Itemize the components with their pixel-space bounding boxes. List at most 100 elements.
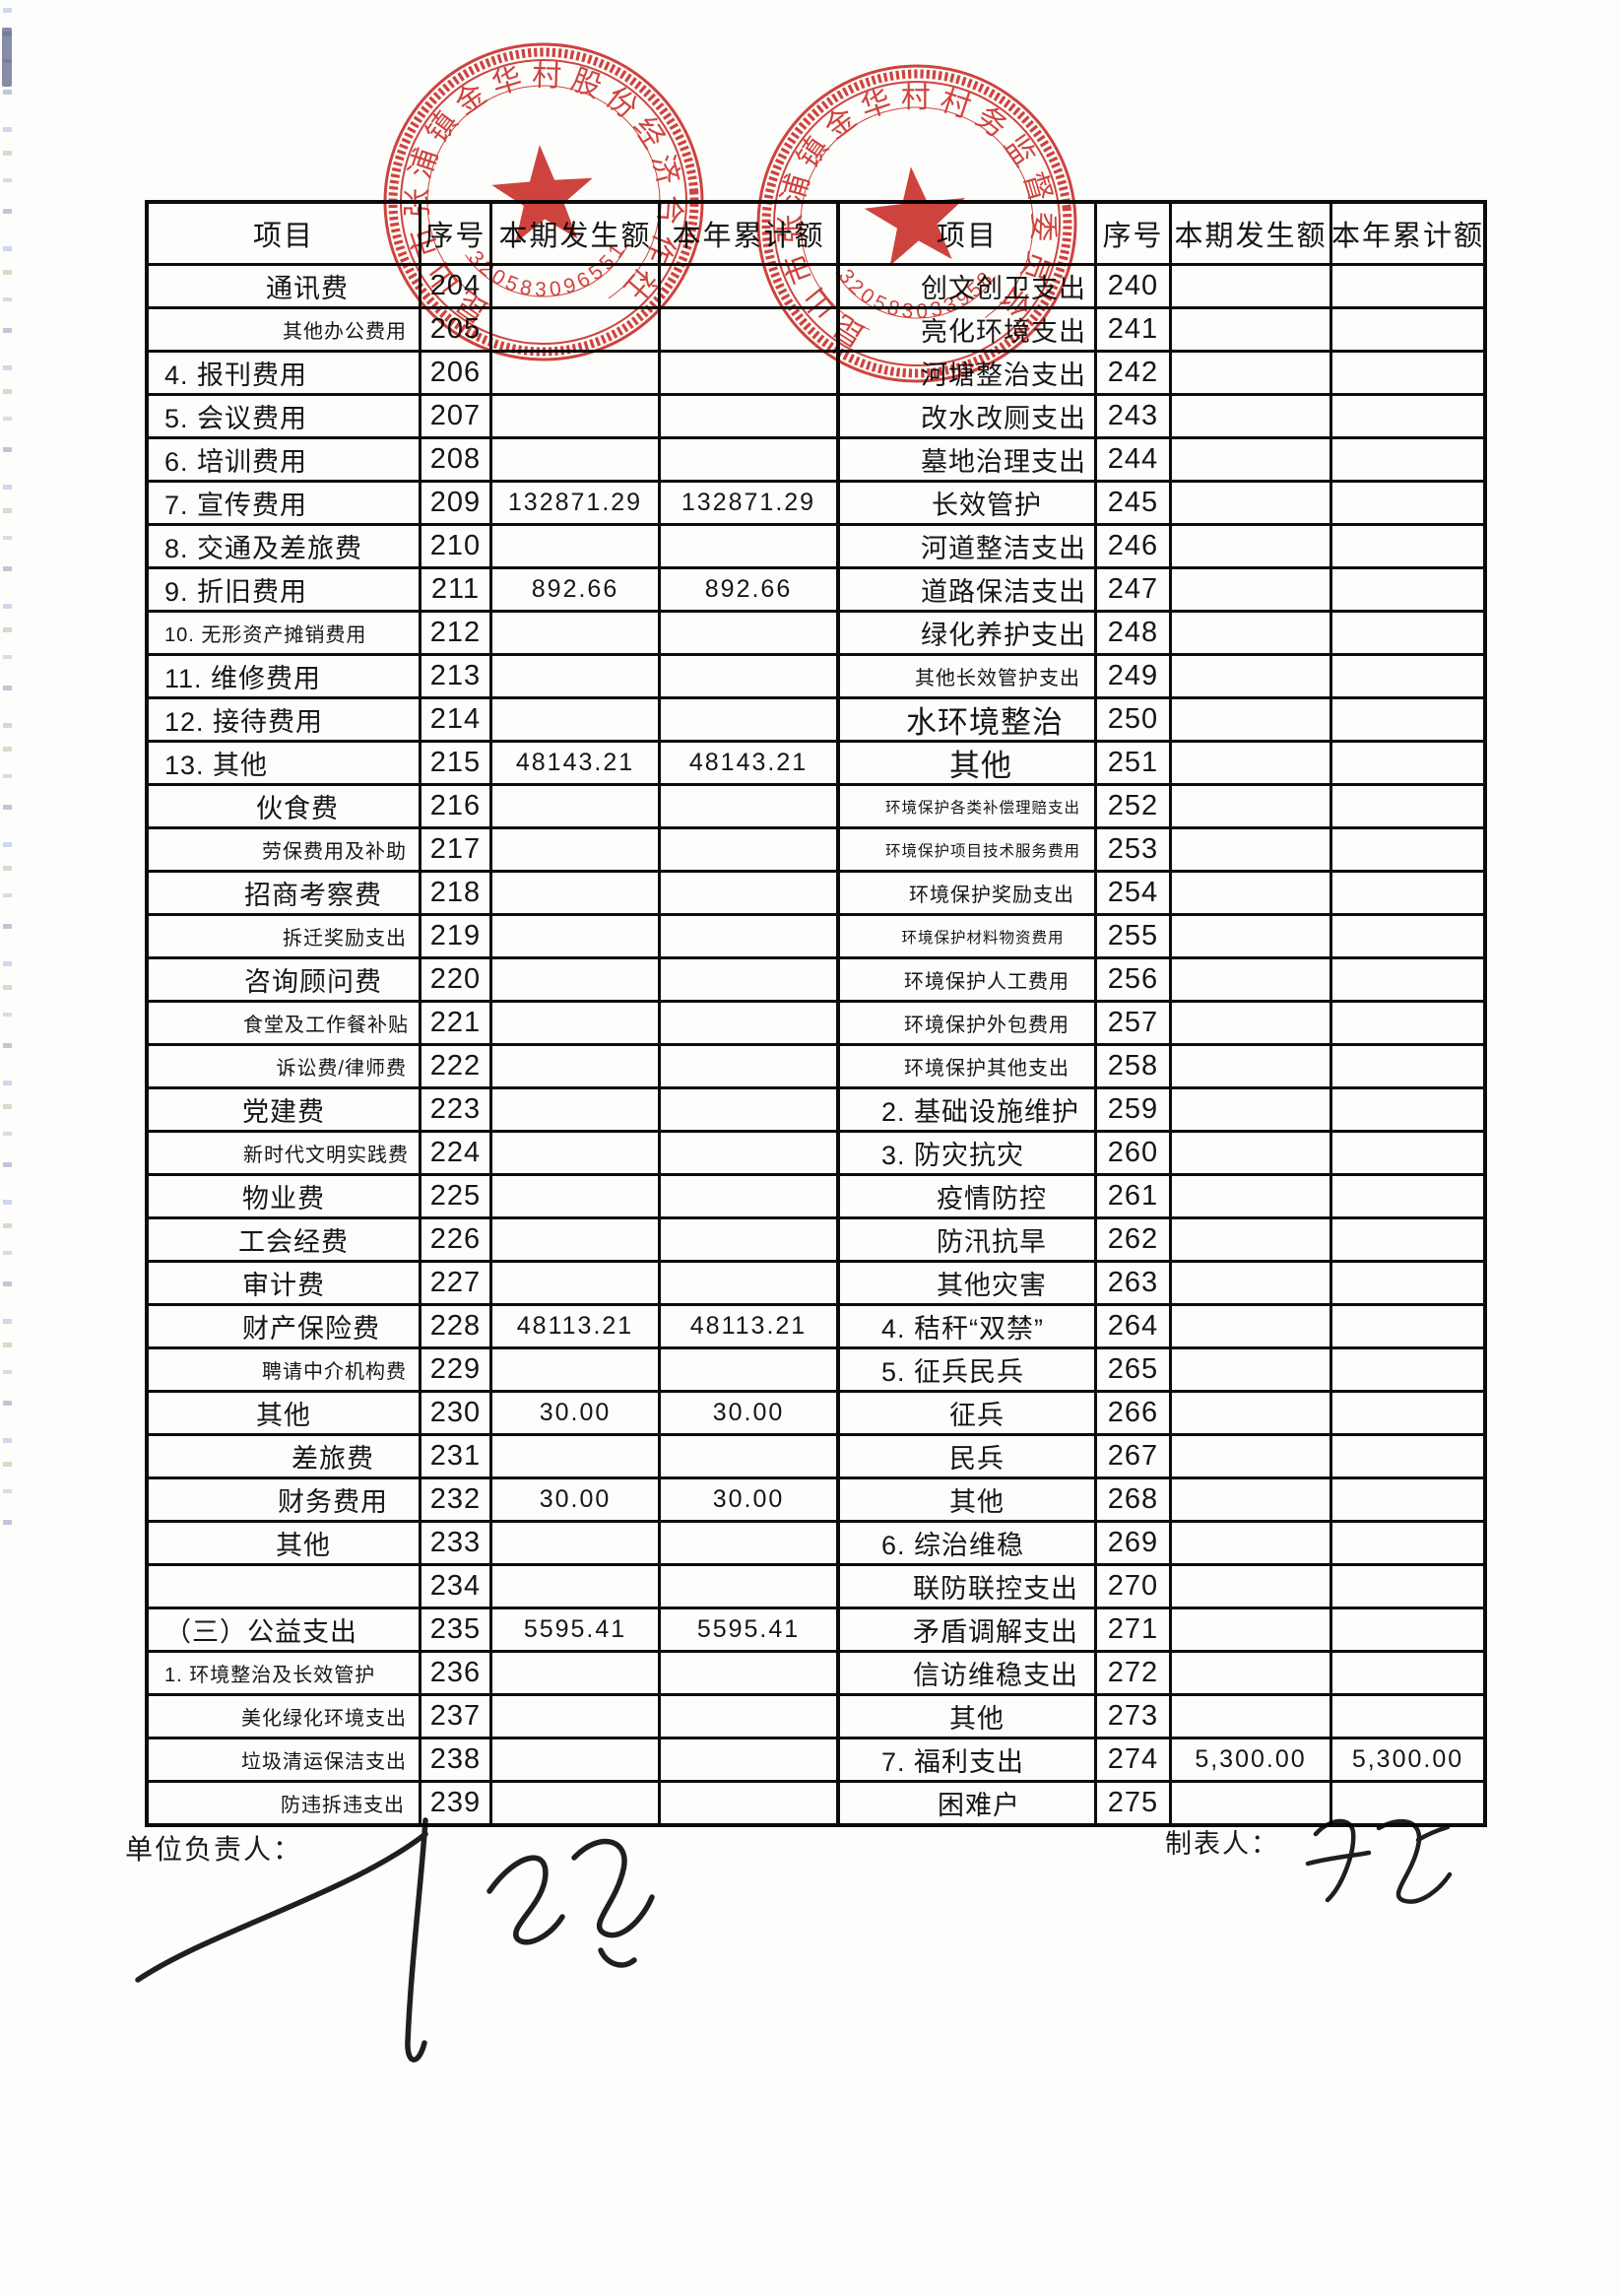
item-label-cell: 12. 接待费用 xyxy=(164,707,324,737)
item-label-cell: 物业费 xyxy=(242,1184,325,1214)
seq-cell: 216 xyxy=(419,786,489,826)
amount-ytd-cell xyxy=(658,1653,836,1693)
seq-cell: 207 xyxy=(419,396,489,436)
amount-ytd-cell xyxy=(1329,1436,1483,1476)
amount-ytd-cell xyxy=(1329,959,1483,1000)
seq-cell: 243 xyxy=(1094,396,1169,436)
table-row: 审计费 227 xyxy=(149,1260,836,1303)
seq-cell: 275 xyxy=(1094,1783,1169,1823)
amount-ytd-cell xyxy=(1329,873,1483,913)
seq-cell: 232 xyxy=(419,1479,489,1520)
table-row: 矛盾调解支出 271 xyxy=(840,1607,1483,1650)
seq-cell: 215 xyxy=(419,743,489,783)
item-label-cell: 环境保护项目技术服务费用 xyxy=(884,842,1080,860)
amount-current-cell xyxy=(1169,873,1329,913)
item-label-cell: 其他长效管护支出 xyxy=(915,668,1080,689)
amount-ytd-cell xyxy=(658,873,836,913)
amount-ytd-cell xyxy=(1329,743,1483,783)
amount-ytd-cell xyxy=(1329,569,1483,610)
seq-cell: 261 xyxy=(1094,1176,1169,1216)
seq-cell: 212 xyxy=(419,613,489,653)
seq-cell: 264 xyxy=(1094,1306,1169,1346)
item-label-cell: 其他灾害 xyxy=(937,1271,1047,1300)
amount-current-cell xyxy=(489,1263,658,1303)
item-label-cell: 6. 培训费用 xyxy=(164,447,308,477)
table-row: （三）公益支出 235 5595.41 5595.41 xyxy=(149,1607,836,1650)
seq-cell: 221 xyxy=(419,1003,489,1043)
table-header-row: 项目 序号 本期发生额 本年累计额 xyxy=(149,204,836,263)
amount-current-cell xyxy=(1169,439,1329,480)
seq-cell: 259 xyxy=(1094,1089,1169,1130)
amount-current-cell xyxy=(1169,1696,1329,1737)
amount-ytd-cell xyxy=(658,699,836,740)
item-label-cell: 防违拆违支出 xyxy=(281,1795,405,1816)
table-row: 物业费 225 xyxy=(149,1173,836,1216)
seal-star-icon xyxy=(491,145,593,243)
amount-ytd-cell: 5595.41 xyxy=(658,1609,836,1650)
table-row: 创文创卫支出 240 xyxy=(840,263,1483,306)
table-row: 美化绿化环境支出 237 xyxy=(149,1693,836,1737)
seq-cell: 253 xyxy=(1094,829,1169,870)
seq-cell: 260 xyxy=(1094,1133,1169,1173)
amount-ytd-cell xyxy=(658,439,836,480)
table-row: 咨询顾问费 220 xyxy=(149,956,836,1000)
amount-current-cell xyxy=(489,1046,658,1086)
table-row: 环境保护材料物资费用 255 xyxy=(840,913,1483,956)
item-label-cell: 联防联控支出 xyxy=(913,1574,1078,1604)
seq-cell: 235 xyxy=(419,1609,489,1650)
table-row: 道路保洁支出 247 xyxy=(840,566,1483,610)
seq-cell: 265 xyxy=(1094,1349,1169,1390)
amount-current-cell xyxy=(1169,829,1329,870)
seq-cell: 268 xyxy=(1094,1479,1169,1520)
amount-ytd-cell xyxy=(658,353,836,393)
table-row: 10. 无形资产摊销费用 212 xyxy=(149,610,836,653)
amount-current-cell xyxy=(1169,1783,1329,1823)
table-row: 其他 268 xyxy=(840,1476,1483,1520)
amount-ytd-cell xyxy=(1329,916,1483,956)
amount-ytd-cell: 30.00 xyxy=(658,1479,836,1520)
amount-ytd-cell: 48143.21 xyxy=(658,743,836,783)
item-label-cell: 8. 交通及差旅费 xyxy=(164,534,363,563)
amount-current-cell xyxy=(1169,353,1329,393)
amount-current-cell xyxy=(1169,1133,1329,1173)
seq-cell: 258 xyxy=(1094,1046,1169,1086)
seq-cell: 263 xyxy=(1094,1263,1169,1303)
item-label-cell: 7. 宣传费用 xyxy=(164,491,308,520)
seq-cell: 227 xyxy=(419,1263,489,1303)
amount-current-cell xyxy=(1169,309,1329,350)
col-header-ytd: 本年累计额 xyxy=(658,204,836,263)
amount-current-cell xyxy=(489,959,658,1000)
item-label-cell: 差旅费 xyxy=(292,1444,374,1474)
table-row: 联防联控支出 270 xyxy=(840,1563,1483,1607)
table-row: 环境保护项目技术服务费用 253 xyxy=(840,826,1483,870)
item-label-cell: 困难户 xyxy=(938,1791,1020,1820)
amount-ytd-cell xyxy=(1329,656,1483,696)
amount-ytd-cell xyxy=(1329,396,1483,436)
amount-ytd-cell xyxy=(1329,309,1483,350)
seq-cell: 223 xyxy=(419,1089,489,1130)
preparer-signature xyxy=(1305,1818,1453,1904)
amount-current-cell xyxy=(1169,1653,1329,1693)
seq-cell: 214 xyxy=(419,699,489,740)
item-label-cell: 咨询顾问费 xyxy=(244,967,382,997)
seq-cell: 226 xyxy=(419,1219,489,1260)
amount-current-cell xyxy=(1169,613,1329,653)
table-row: 环境保护奖励支出 254 xyxy=(840,870,1483,913)
unit-head-label: 单位负责人： xyxy=(125,1834,303,1865)
item-label-cell: 劳保费用及补助 xyxy=(262,841,407,863)
amount-ytd-cell xyxy=(658,1263,836,1303)
amount-ytd-cell xyxy=(1329,1783,1483,1823)
table-row: 234 xyxy=(149,1563,836,1607)
amount-current-cell xyxy=(1169,916,1329,956)
amount-current-cell xyxy=(1169,1523,1329,1563)
item-label-cell: 其他 xyxy=(949,749,1012,783)
seq-cell: 219 xyxy=(419,916,489,956)
table-row: 12. 接待费用 214 xyxy=(149,696,836,740)
table-row: 食堂及工作餐补贴 221 xyxy=(149,1000,836,1043)
amount-ytd-cell xyxy=(658,1176,836,1216)
amount-ytd-cell xyxy=(658,1133,836,1173)
amount-ytd-cell xyxy=(658,1739,836,1780)
amount-ytd-cell xyxy=(1329,1393,1483,1433)
amount-current-cell xyxy=(489,526,658,566)
